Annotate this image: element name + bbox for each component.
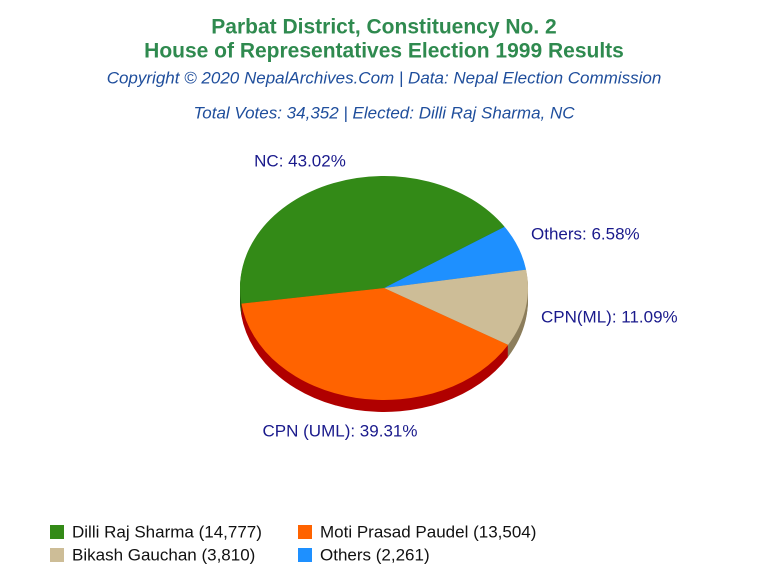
- legend-label: Bikash Gauchan (3,810): [72, 545, 255, 564]
- value-label: CPN(ML): 11.09%: [541, 307, 678, 326]
- legend-swatch: [298, 548, 312, 562]
- chart-title: Parbat District, Constituency No. 2: [211, 16, 556, 39]
- chart-subtitle: House of Representatives Election 1999 R…: [144, 40, 624, 63]
- legend-label: Others (2,261): [320, 545, 430, 564]
- legend-swatch: [50, 548, 64, 562]
- slice: [240, 175, 505, 304]
- note: Total Votes: 34,352 | Elected: Dilli Raj…: [193, 103, 575, 122]
- value-label: NC: 43.02%: [254, 151, 346, 170]
- legend-label: Moti Prasad Paudel (13,504): [320, 522, 536, 541]
- legend-swatch: [298, 525, 312, 539]
- source: Copyright © 2020 NepalArchives.Com | Dat…: [107, 68, 662, 87]
- value-label: Others: 6.58%: [531, 224, 640, 243]
- slice: [241, 288, 509, 401]
- slice: [384, 226, 527, 288]
- slice: [384, 269, 528, 345]
- legend-label: Dilli Raj Sharma (14,777): [72, 522, 262, 541]
- value-label: CPN (UML): 39.31%: [263, 421, 418, 440]
- legend-swatch: [50, 525, 64, 539]
